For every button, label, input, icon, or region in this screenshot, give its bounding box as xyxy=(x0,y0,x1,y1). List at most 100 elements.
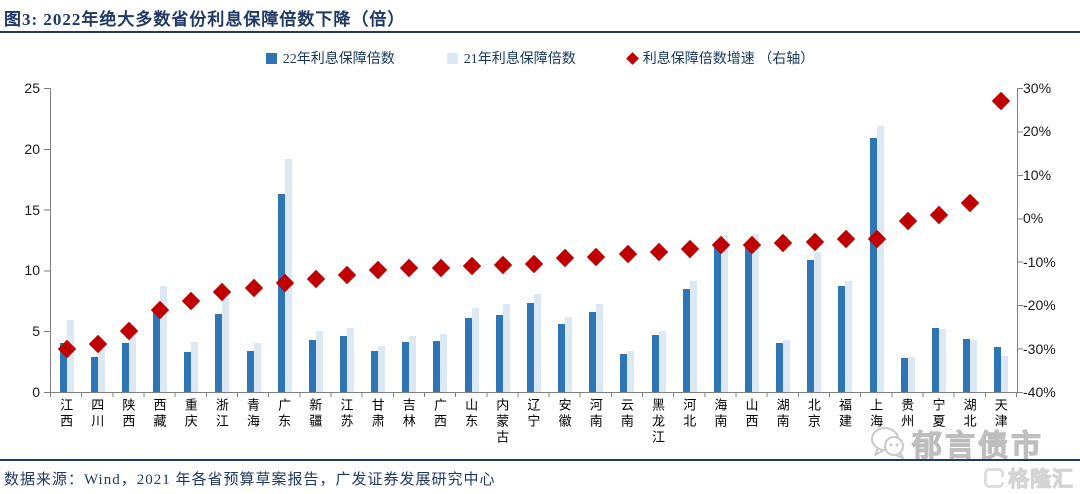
gelonghui-logo: 格隆汇 xyxy=(984,463,1074,493)
bar-2022 xyxy=(215,314,223,392)
left-axis-tick-label: 15 xyxy=(24,201,40,218)
x-axis-label-cell: 广西 xyxy=(424,398,455,446)
category-group xyxy=(799,88,830,392)
category-group xyxy=(487,88,518,392)
x-axis-label-cell: 山东 xyxy=(455,398,486,446)
legend-item-growth: 利息保障倍数增速 （右轴） xyxy=(625,48,814,68)
bar-2022 xyxy=(153,308,161,392)
x-axis-label-cell: 云南 xyxy=(611,398,642,446)
category-group xyxy=(51,88,82,392)
bar-2022 xyxy=(931,327,939,392)
x-axis-label-cell: 贵州 xyxy=(891,398,922,446)
x-axis-label: 新疆 xyxy=(307,398,323,430)
x-axis-label: 天津 xyxy=(992,398,1008,430)
category-group xyxy=(923,88,954,392)
right-axis-tick-label: 0% xyxy=(1023,210,1044,227)
chart-title: 图3: 2022年绝大多数省份利息保障倍数下降（倍） xyxy=(4,10,406,29)
x-axis-label: 广东 xyxy=(276,398,292,430)
bar-2022 xyxy=(246,350,254,392)
right-axis-tick-label: -40% xyxy=(1023,384,1056,400)
bar-2021 xyxy=(502,304,510,392)
bar-2022 xyxy=(713,244,721,392)
x-axis-label: 安徽 xyxy=(556,398,572,430)
x-axis-label: 海南 xyxy=(712,398,728,430)
data-source-note: 数据来源：Wind，2021 年各省预算草案报告，广发证券发展研究中心 xyxy=(4,472,496,488)
x-axis-label-cell: 天津 xyxy=(985,398,1016,446)
x-axis-label-cell: 青海 xyxy=(237,398,268,446)
x-axis-label: 吉林 xyxy=(400,398,416,430)
x-axis-label: 西藏 xyxy=(151,398,167,430)
wechat-watermark-text: 郁言债市 xyxy=(912,430,1044,464)
bar-2021 xyxy=(191,342,199,392)
legend-item-2022: 22年利息保障倍数 xyxy=(265,48,395,68)
x-axis-label-cell: 四川 xyxy=(81,398,112,446)
bar-2022 xyxy=(526,303,534,392)
x-axis-label: 宁夏 xyxy=(930,398,946,430)
x-axis-label: 黑龙江 xyxy=(650,398,666,446)
bar-2021 xyxy=(596,304,604,392)
left-axis-tick-label: 5 xyxy=(32,323,40,340)
bar-2022 xyxy=(495,315,503,392)
x-axis-labels: 江西 四川 陕西 西藏 重庆 浙江 青海 广东 新疆 江苏 甘肃 吉林 广西 山东 内蒙古 辽宁 安徽 河南 云南黑… xyxy=(50,398,1016,446)
x-axis-label-cell: 安徽 xyxy=(549,398,580,446)
x-axis-label-cell: 黑龙江 xyxy=(642,398,673,446)
category-group xyxy=(768,88,799,392)
bar-2022 xyxy=(433,340,441,392)
bar-2021 xyxy=(783,339,791,392)
x-axis-label-cell: 甘肃 xyxy=(362,398,393,446)
x-axis-label: 贵州 xyxy=(899,398,915,430)
bar-2022 xyxy=(963,338,971,392)
footer-divider xyxy=(0,459,1080,461)
x-axis-label: 湖北 xyxy=(961,398,977,430)
bar-2021 xyxy=(97,345,105,392)
x-axis-label: 河北 xyxy=(681,398,697,430)
bar-2021 xyxy=(1001,355,1009,392)
x-axis-label-cell: 湖北 xyxy=(954,398,985,446)
bar-2022 xyxy=(745,244,753,392)
x-axis-label: 云南 xyxy=(618,398,634,430)
bar-2021 xyxy=(253,343,261,392)
right-axis-tick-label: -10% xyxy=(1023,253,1056,270)
bar-2021 xyxy=(876,125,884,392)
x-axis-label-cell: 山西 xyxy=(735,398,766,446)
x-axis-label: 四川 xyxy=(89,398,105,430)
x-axis-label: 山东 xyxy=(463,398,479,430)
category-group xyxy=(861,88,892,392)
bar-2022 xyxy=(869,137,877,392)
bar-2021 xyxy=(814,252,822,392)
bar-2022 xyxy=(308,339,316,392)
category-group xyxy=(612,88,643,392)
bar-2021 xyxy=(565,316,573,392)
bar-series xyxy=(51,88,1017,392)
x-axis-label-cell: 广东 xyxy=(268,398,299,446)
bar-2022 xyxy=(776,343,784,392)
bar-2021 xyxy=(378,345,386,392)
gelonghui-logo-icon xyxy=(984,468,1004,488)
x-axis-label-cell: 辽宁 xyxy=(517,398,548,446)
x-axis-label-cell: 福建 xyxy=(829,398,860,446)
category-group xyxy=(113,88,144,392)
left-axis-tick-label: 10 xyxy=(24,262,40,279)
x-axis-label-cell: 重庆 xyxy=(175,398,206,446)
category-group xyxy=(300,88,331,392)
x-axis-label: 浙江 xyxy=(213,398,229,430)
x-axis-label-cell: 宁夏 xyxy=(922,398,953,446)
bar-2022 xyxy=(682,288,690,392)
bar-2021 xyxy=(160,286,168,392)
bar-2022 xyxy=(339,336,347,392)
bar-2022 xyxy=(620,354,628,392)
x-axis-label-cell: 海南 xyxy=(704,398,735,446)
x-axis-label: 广西 xyxy=(431,398,447,430)
bar-2021 xyxy=(409,336,417,392)
bar-2022 xyxy=(121,343,129,392)
x-axis-label: 北京 xyxy=(805,398,821,430)
x-axis-label: 湖南 xyxy=(774,398,790,430)
category-group xyxy=(144,88,175,392)
legend-item-2021: 21年利息保障倍数 xyxy=(446,48,576,68)
wechat-icon xyxy=(871,427,904,459)
x-axis-label: 青海 xyxy=(245,398,261,430)
bar-2021 xyxy=(627,350,635,392)
bar-2022 xyxy=(59,343,67,392)
x-axis-label: 福建 xyxy=(836,398,852,430)
category-group xyxy=(331,88,362,392)
